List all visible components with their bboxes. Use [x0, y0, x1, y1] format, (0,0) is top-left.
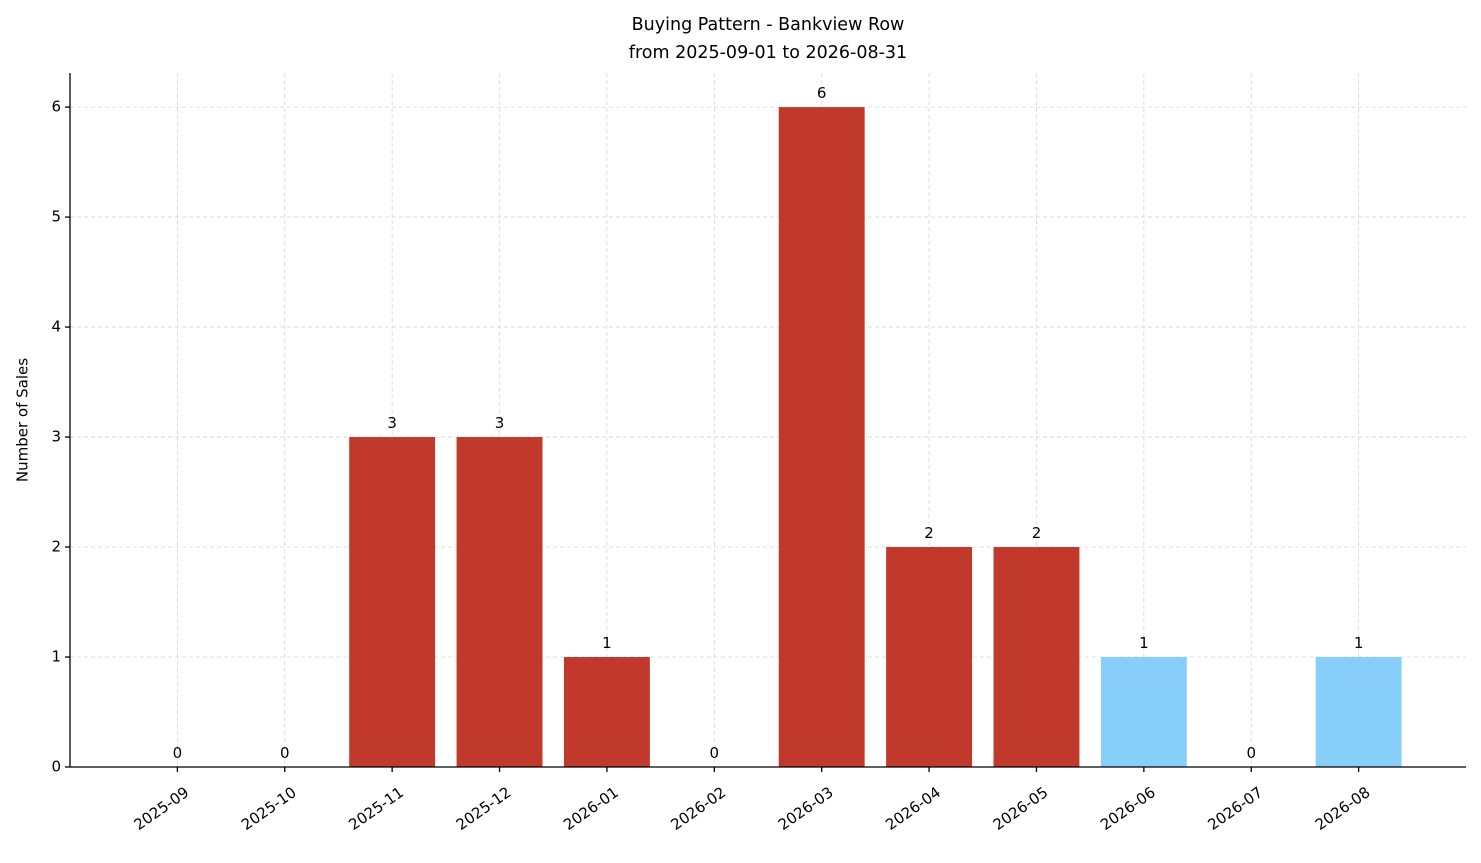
bar: [1100, 657, 1187, 767]
x-tick-label: 2026-01: [560, 783, 622, 834]
chart-title: Buying Pattern - Bankview Row: [632, 15, 905, 35]
bar: [349, 437, 436, 767]
x-tick-label: 2026-06: [1097, 783, 1159, 834]
value-label: 1: [1354, 634, 1364, 652]
bar: [886, 547, 973, 767]
bar: [993, 547, 1080, 767]
value-label: 3: [387, 414, 397, 432]
value-label: 1: [602, 634, 612, 652]
value-label: 1: [1139, 634, 1149, 652]
y-tick-label: 5: [51, 208, 61, 226]
value-label: 0: [173, 744, 183, 762]
x-tick-label: 2025-11: [345, 783, 407, 834]
chart-subtitle: from 2025-09-01 to 2026-08-31: [629, 43, 907, 63]
x-tick-label: 2026-03: [775, 783, 837, 834]
x-tick-label: 2025-10: [238, 783, 300, 834]
x-tick-label: 2026-08: [1312, 783, 1374, 834]
value-label: 3: [495, 414, 505, 432]
x-tick-label: 2025-12: [453, 783, 515, 834]
y-tick-label: 0: [51, 758, 61, 776]
y-tick-label: 4: [51, 318, 61, 336]
value-label: 2: [1032, 524, 1042, 542]
x-tick-label: 2025-09: [131, 783, 193, 834]
bar: [1315, 657, 1402, 767]
x-tick-label: 2026-04: [882, 783, 944, 834]
bar: [456, 437, 543, 767]
x-tick-label: 2026-07: [1204, 783, 1266, 834]
y-tick-label: 1: [51, 648, 61, 666]
value-label: 0: [710, 744, 720, 762]
value-label: 2: [924, 524, 934, 542]
y-axis-label: Number of Sales: [14, 358, 32, 482]
x-tick-label: 2026-05: [990, 783, 1052, 834]
value-label: 6: [817, 84, 827, 102]
x-tick-label: 2026-02: [668, 783, 730, 834]
y-tick-label: 2: [51, 538, 61, 556]
bar: [778, 107, 865, 767]
value-label: 0: [280, 744, 290, 762]
y-tick-label: 3: [51, 428, 61, 446]
bar: [563, 657, 650, 767]
y-tick-label: 6: [51, 98, 61, 116]
value-label: 0: [1246, 744, 1256, 762]
